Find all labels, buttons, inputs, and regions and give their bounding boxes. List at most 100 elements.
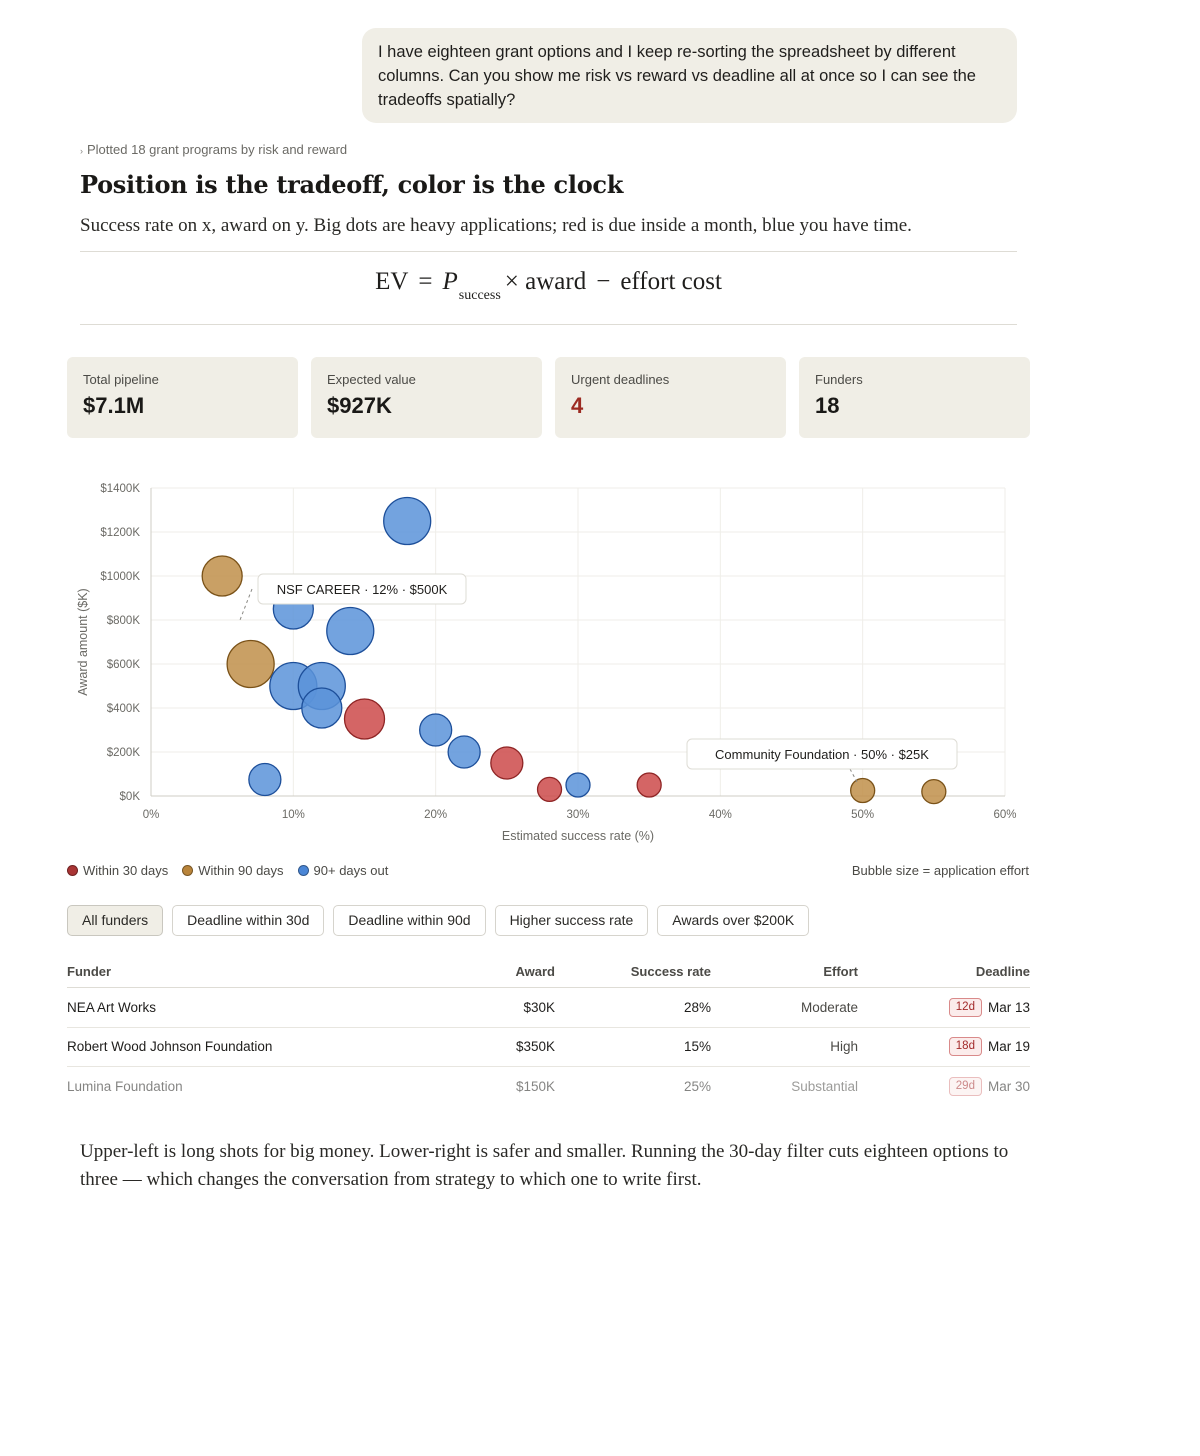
cell-effort: High (830, 1039, 858, 1055)
x-tick-label: 0% (143, 809, 160, 821)
legend-item-beyond90: 90+ days out (297, 863, 389, 878)
legend-swatch-red (67, 865, 78, 876)
kpi-expected-value: Expected value $927K (311, 357, 542, 438)
cell-funder: Lumina Foundation (67, 1079, 183, 1095)
kpi-label: Expected value (327, 372, 416, 387)
x-tick-label: 40% (709, 809, 732, 821)
y-tick-label: $600K (107, 659, 141, 671)
thought-summary[interactable]: › Plotted 18 grant programs by risk and r… (80, 142, 347, 157)
x-axis-title: Estimated success rate (%) (502, 829, 654, 843)
formula-p: P (442, 268, 458, 295)
scatter-chart: $0K $200K $400K $600K $800K $1000K $1200K $1400… (60, 470, 1030, 850)
kpi-value: $927K (327, 393, 392, 418)
filter-bar: All funders Deadline within 30d Deadline… (67, 905, 810, 936)
bubble-beyond90 (248, 762, 282, 797)
bubble-beyond90 (326, 606, 375, 656)
formula-cost: effort cost (620, 268, 722, 295)
y-tick-label: $1000K (100, 571, 140, 583)
cell-funder: NEA Art Works (67, 999, 157, 1015)
kpi-label: Funders (815, 372, 863, 387)
legend-swatch-blue (297, 865, 309, 876)
bubble-within90 (921, 778, 947, 805)
col-deadline[interactable]: Deadline (975, 963, 1030, 979)
bubble-within90 (201, 555, 243, 597)
legend-label: Within 90 days (198, 863, 284, 878)
x-tick-label: 20% (424, 809, 447, 821)
kpi-value: 4 (571, 393, 584, 418)
col-effort[interactable]: Effort (823, 963, 858, 979)
thought-summary-text: Plotted 18 grant programs by risk and re… (87, 142, 348, 157)
scatter-chart-svg: $0K $200K $400K $600K $800K $1000K $1200K $1400… (76, 483, 1017, 843)
filter-deadline-90d[interactable]: Deadline within 90d (333, 905, 486, 936)
cell-award: $150K (515, 1079, 555, 1095)
formula-minus: − (596, 268, 611, 295)
deadline-date: Mar 30 (987, 1079, 1030, 1095)
cell-deadline: 12d Mar 13 (858, 997, 1030, 1017)
cell-rate: 28% (683, 999, 711, 1015)
filter-awards-over-200k[interactable]: Awards over $200K (657, 905, 810, 936)
x-tick-label: 60% (993, 809, 1016, 821)
table-header: Funder Award Success rate Effort Deadlin… (67, 955, 1030, 988)
y-tick-label: $400K (107, 703, 141, 715)
legend-label: Within 30 days (83, 863, 169, 878)
grants-table: Funder Award Success rate Effort Deadlin… (67, 955, 1030, 1107)
days-left-badge: 12d (948, 997, 982, 1017)
col-award[interactable]: Award (515, 963, 556, 979)
chevron-right-icon: › (80, 146, 83, 156)
table-row[interactable]: Lumina Foundation $150K 25% Substantial … (67, 1067, 1030, 1107)
cell-award: $30K (523, 999, 555, 1015)
kpi-value: $7.1M (83, 393, 145, 418)
bubble-beyond90 (301, 687, 343, 729)
y-tick-label: $1200K (100, 527, 140, 539)
col-success-rate[interactable]: Success rate (630, 963, 711, 979)
legend-item-within30: Within 30 days (67, 863, 168, 878)
bubble-beyond90 (419, 713, 453, 747)
cell-deadline: 29d Mar 30 (858, 1077, 1030, 1097)
days-left-badge: 29d (948, 1077, 982, 1097)
cell-effort: Moderate (800, 999, 858, 1015)
divider-top (80, 251, 1017, 252)
cell-effort: Substantial (791, 1079, 858, 1095)
bubble-within30 (343, 698, 386, 740)
bubble-beyond90 (383, 496, 432, 546)
kpi-funders: Funders 18 (799, 357, 1030, 438)
formula-eq: = (418, 268, 433, 295)
filter-all-funders[interactable]: All funders (67, 905, 164, 936)
filter-deadline-30d[interactable]: Deadline within 30d (172, 905, 325, 936)
col-funder[interactable]: Funder (67, 963, 112, 979)
deadline-date: Mar 13 (987, 999, 1030, 1015)
table-row[interactable]: Robert Wood Johnson Foundation $350K 15%… (67, 1028, 1030, 1067)
kpi-label: Urgent deadlines (571, 372, 670, 387)
formula-p-sub: success (458, 288, 501, 303)
bubble-size-note: Bubble size = application effort (851, 863, 1029, 878)
cell-award: $350K (515, 1039, 555, 1055)
closing-paragraph: Upper-left is long shots for big money. … (80, 1141, 1009, 1190)
bubble-within90 (226, 639, 275, 689)
y-tick-label: $0K (120, 791, 141, 803)
ev-formula: EV = Psuccess× award − effort cost (0, 268, 1097, 304)
days-left-badge: 18d (948, 1037, 982, 1057)
cell-rate: 15% (683, 1039, 711, 1055)
table-row[interactable]: NEA Art Works $30K 28% Moderate 12d Mar … (67, 988, 1030, 1028)
bubble-within30 (636, 772, 662, 798)
y-tick-label: $200K (107, 747, 141, 759)
kpi-urgent-deadlines: Urgent deadlines 4 (555, 357, 786, 438)
x-tick-label: 10% (282, 809, 305, 821)
annotation-box (257, 573, 467, 605)
deadline-date: Mar 19 (987, 1039, 1030, 1055)
kpi-label: Total pipeline (83, 372, 159, 387)
annotation-label: NSF CAREER · 12% · $500K (277, 582, 448, 597)
bubble-beyond90 (565, 772, 591, 798)
formula-lhs: EV (375, 268, 409, 295)
bubble-within30 (536, 776, 563, 803)
cell-deadline: 18d Mar 19 (858, 1037, 1030, 1057)
kpi-value: 18 (815, 393, 840, 418)
y-axis-title: Award amount ($K) (76, 588, 90, 695)
y-tick-label: $1400K (100, 483, 140, 495)
filter-higher-success[interactable]: Higher success rate (494, 905, 649, 936)
bubble-beyond90 (447, 735, 481, 769)
response-heading: Position is the tradeoff, color is the c… (80, 170, 624, 199)
y-tick-label: $800K (107, 615, 141, 627)
legend-label: 90+ days out (313, 863, 389, 878)
divider-bottom (80, 324, 1017, 325)
